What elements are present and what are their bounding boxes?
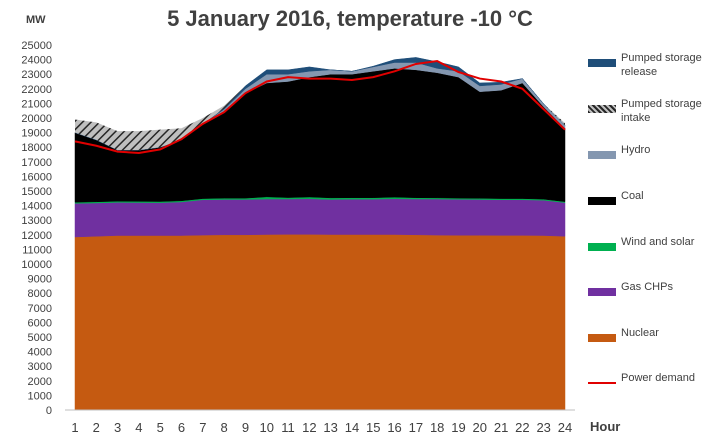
legend-label: Wind and solar: [621, 236, 695, 248]
y-tick-label: 6000: [28, 317, 52, 329]
y-tick-label: 16000: [21, 171, 52, 183]
legend-swatch: [588, 288, 616, 296]
x-axis-label: Hour: [590, 419, 621, 434]
y-tick-label: 2000: [28, 376, 52, 388]
x-tick-label: 7: [199, 420, 206, 435]
y-tick-label: 13000: [21, 215, 52, 227]
legend-item: Power demand: [588, 371, 718, 401]
x-tick-label: 20: [473, 420, 487, 435]
chart-title: 5 January 2016, temperature -10 °C: [167, 6, 533, 31]
legend-item: Pumped storage intake: [588, 97, 718, 127]
legend-swatch: [588, 382, 616, 384]
x-tick-label: 16: [387, 420, 401, 435]
legend-swatch: [588, 59, 616, 67]
x-tick-label: 13: [323, 420, 337, 435]
x-tick-label: 9: [242, 420, 249, 435]
legend-item: Pumped storage release: [588, 51, 718, 81]
x-tick-label: 2: [93, 420, 100, 435]
y-tick-label: 10000: [21, 259, 52, 271]
y-tick-label: 20000: [21, 113, 52, 125]
x-tick-label: 4: [135, 420, 142, 435]
y-tick-label: 1000: [28, 390, 52, 402]
legend-label: Pumped storage intake: [621, 98, 702, 124]
y-tick-label: 19000: [21, 128, 52, 140]
legend-label: Pumped storage release: [621, 52, 702, 78]
x-tick-label: 5: [157, 420, 164, 435]
y-tick-label: 7000: [28, 303, 52, 315]
y-tick-label: 11000: [22, 244, 52, 256]
y-tick-label: 15000: [21, 186, 52, 198]
legend-item: Wind and solar: [588, 235, 718, 265]
y-tick-label: 3000: [28, 361, 52, 373]
y-tick-label: 23000: [21, 69, 52, 81]
x-tick-label: 3: [114, 420, 121, 435]
x-tick-label: 15: [366, 420, 380, 435]
legend-swatch: [588, 151, 616, 159]
legend-label: Nuclear: [621, 327, 659, 339]
x-tick-label: 21: [494, 420, 508, 435]
y-tick-label: 5000: [28, 332, 52, 344]
x-tick-label: 12: [302, 420, 316, 435]
x-tick-label: 1: [71, 420, 78, 435]
x-tick-label: 18: [430, 420, 444, 435]
x-tick-label: 17: [409, 420, 423, 435]
legend-item: Gas CHPs: [588, 280, 718, 310]
x-tick-label: 22: [515, 420, 529, 435]
y-tick-label: 12000: [21, 230, 52, 242]
y-tick-label: 18000: [21, 142, 52, 154]
y-tick-label: 24000: [21, 55, 52, 67]
legend-swatch: [588, 243, 616, 251]
legend-swatch: [588, 334, 616, 342]
x-tick-label: 14: [345, 420, 359, 435]
legend-swatch: [588, 105, 616, 113]
y-tick-label: 14000: [21, 201, 52, 213]
legend-label: Gas CHPs: [621, 281, 673, 293]
legend-item: Coal: [588, 189, 718, 219]
area-gas-chps: [74, 198, 566, 238]
x-tick-label: 8: [221, 420, 228, 435]
legend-item: Hydro: [588, 143, 718, 173]
legend-label: Power demand: [621, 372, 695, 384]
x-tick-label: 11: [281, 420, 295, 435]
legend-item: Nuclear: [588, 326, 718, 356]
legend-label: Coal: [621, 190, 644, 202]
y-tick-label: 21000: [21, 98, 52, 110]
legend-label: Hydro: [621, 144, 651, 156]
x-tick-label: 23: [536, 420, 550, 435]
x-tick-label: 6: [178, 420, 185, 435]
y-tick-label: 0: [46, 405, 52, 417]
y-tick-label: 9000: [28, 274, 52, 286]
series-line-power-demand: [74, 60, 566, 155]
y-tick-label: 8000: [28, 288, 52, 300]
legend-swatch: [588, 197, 616, 205]
y-tick-label: 4000: [28, 347, 52, 359]
y-tick-label: 25000: [21, 40, 52, 52]
y-tick-label: 17000: [21, 157, 52, 169]
area-nuclear: [74, 234, 566, 411]
x-tick-label: 10: [260, 420, 274, 435]
y-axis-label: MW: [26, 14, 46, 26]
y-tick-label: 22000: [21, 84, 52, 96]
x-tick-label: 24: [558, 420, 572, 435]
x-tick-label: 19: [451, 420, 465, 435]
